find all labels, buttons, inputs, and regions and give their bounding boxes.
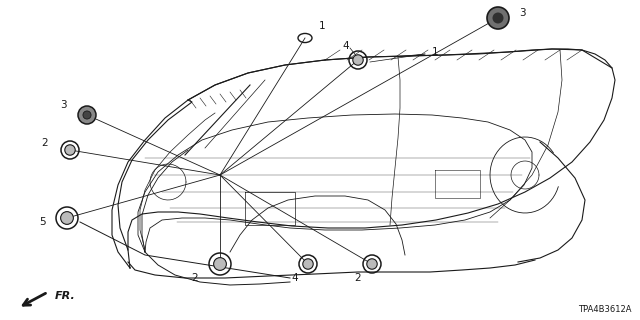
Text: 2: 2	[192, 273, 198, 283]
Text: 5: 5	[38, 217, 45, 227]
Text: TPA4B3612A: TPA4B3612A	[579, 305, 632, 314]
Text: 3: 3	[60, 100, 67, 110]
Circle shape	[493, 12, 504, 23]
Circle shape	[214, 258, 227, 270]
Circle shape	[353, 55, 364, 65]
Circle shape	[61, 212, 74, 224]
Text: 4: 4	[292, 273, 298, 283]
Text: 2: 2	[42, 138, 48, 148]
Text: 1: 1	[432, 47, 438, 57]
Circle shape	[487, 7, 509, 29]
Circle shape	[303, 259, 313, 269]
Circle shape	[83, 111, 91, 119]
Circle shape	[65, 145, 76, 155]
Text: 3: 3	[518, 8, 525, 18]
Circle shape	[367, 259, 377, 269]
Text: 4: 4	[342, 41, 349, 51]
Text: 1: 1	[319, 21, 325, 31]
Circle shape	[78, 106, 96, 124]
Text: 2: 2	[355, 273, 362, 283]
Text: FR.: FR.	[55, 291, 76, 301]
